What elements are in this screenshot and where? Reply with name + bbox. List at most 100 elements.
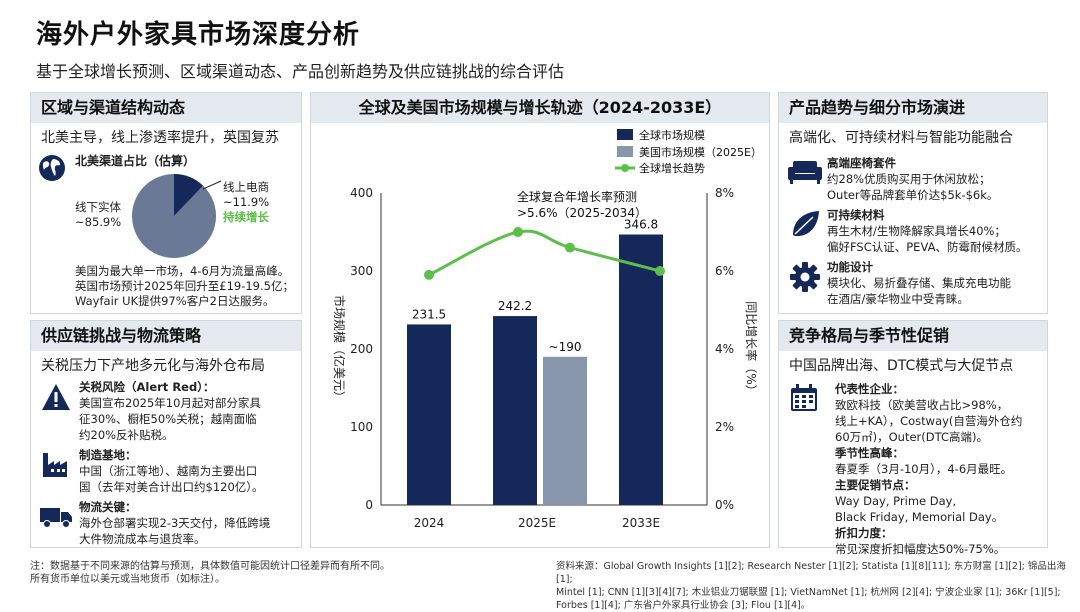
online-value: ~11.9%	[223, 195, 270, 209]
warning-icon	[42, 384, 70, 410]
promo-line: Way Day, Prime Day,	[835, 494, 957, 508]
page-subtitle: 基于全球增长预测、区域渠道动态、产品创新趋势及供应链挑战的综合评估	[36, 62, 565, 81]
competition-tagline: 中国品牌出海、DTC模式与大促节点	[789, 358, 1014, 374]
region-tagline: 北美主导，线上渗透率提升，英国复苏	[41, 130, 279, 146]
cagr-annotation: 全球复合年增长率预测	[517, 189, 637, 204]
page-title: 海外户外家具市场深度分析	[36, 20, 361, 50]
supply-item-manufacturing: 制造基地： 中国（浙江等地）、越南为主要出口 国（去年对美合计出口约$120亿）…	[39, 447, 295, 497]
leaf-icon	[793, 211, 819, 237]
bar-value-label: 242.2	[498, 299, 532, 313]
bar-global-2025E	[493, 316, 537, 505]
supply-item-head: 关税风险（Alert Red）：	[79, 380, 215, 394]
y2-tick-label: 2%	[715, 420, 734, 434]
online-label: 线上电商	[223, 180, 269, 194]
supply-panel: 供应链挑战与物流策略 关税压力下产地多元化与海外仓布局 关税风险（Alert R…	[30, 320, 302, 548]
season-head: 季节性高峰：	[835, 446, 904, 460]
footer-note: 注：数据基于不同来源的估算与预测，具体数值可能因统计口径差异而有所不同。	[30, 561, 390, 572]
online-growth-note: 持续增长	[223, 210, 269, 224]
supply-item-line: 美国宣布2025年10月起对部分家具	[79, 396, 261, 410]
legend-label: 美国市场规模（2025E）	[639, 145, 762, 159]
market-chart: 0 100 200 300 400 0% 2% 4% 6% 8% 市场规模（亿美元） 同比增长率（%）…	[332, 128, 762, 530]
chart-panel: 全球及美国市场规模与增长轨迹（2024-2033E） 0 100 200 300 400…	[310, 92, 770, 548]
offline-label: 线下实体	[75, 200, 121, 214]
footer-source: Forbes [1][4]; 广东省户外家具行业协会 [3]; Flou [1]…	[556, 600, 811, 611]
product-item-line: 模块化、易折叠存储、集成充电功能	[827, 276, 1011, 290]
legend-swatch-us	[617, 146, 633, 157]
x-tick-label: 2033E	[622, 516, 660, 530]
cagr-annotation: >5.6%（2025-2034）	[517, 206, 647, 220]
supply-item-line: 中国（浙江等地）、越南为主要出口	[79, 464, 258, 478]
y-axis-title: 市场规模（亿美元）	[332, 295, 347, 403]
pie-slice-online	[174, 174, 204, 216]
offline-value: ~85.9%	[75, 215, 122, 229]
region-panel: 区域与渠道结构动态 北美主导，线上渗透率提升，英国复苏 北美渠道占比（估算） 线…	[30, 92, 302, 314]
product-item-line: 再生木材/生物降解家具增长40%；	[827, 224, 1006, 238]
y-tick-label: 200	[350, 342, 373, 356]
product-panel-title: 产品趋势与细分市场演进	[779, 93, 1047, 123]
supply-item-line: 征30%、橱柜50%关税；越南面临	[79, 412, 257, 426]
y2-tick-label: 4%	[715, 342, 734, 356]
product-item-head: 可持续材料	[827, 208, 885, 222]
gear-icon	[790, 262, 820, 292]
promo-head: 主要促销节点：	[835, 478, 916, 492]
supply-panel-title: 供应链挑战与物流策略	[31, 321, 301, 351]
bar-global-2033E	[619, 234, 663, 505]
region-text-1: 美国为最大单一市场，4-6月为流量高峰。	[75, 264, 290, 278]
bar-global-2024	[407, 324, 451, 505]
y-tick-label: 100	[350, 420, 373, 434]
bar-us-2025E	[543, 356, 587, 505]
promo-line: Black Friday, Memorial Day。	[835, 510, 1004, 524]
region-text-2: 英国市场预计2025年回升至£19-19.5亿；	[75, 279, 294, 293]
rep-companies-line: 线上+KA），Costway(自营海外仓约	[835, 414, 1023, 428]
y-tick-label: 0	[365, 498, 373, 512]
discount-text: 常见深度折扣幅度达50%-75%。	[835, 542, 1006, 556]
factory-icon	[43, 453, 67, 477]
rep-companies-head: 代表性企业：	[835, 382, 904, 396]
supply-item-tariff: 关税风险（Alert Red）： 美国宣布2025年10月起对部分家具 征30%…	[39, 379, 295, 445]
supply-item-line: 国（去年对美合计出口约$120亿）。	[79, 480, 264, 494]
growth-trend-point	[424, 269, 434, 280]
product-item-line: 在酒店/豪华物业中受青睐。	[827, 292, 969, 306]
region-text-3: Wayfair UK提供97%客户2日达服务。	[75, 294, 275, 308]
rep-companies-line: 致欧科技（欧美营收占比>98%，	[835, 398, 1009, 412]
rep-companies-line: 60万㎡)，Outer(DTC高端)。	[835, 430, 988, 444]
competition-panel-title: 竞争格局与季节性促销	[779, 321, 1047, 351]
y-tick-label: 400	[350, 186, 373, 200]
calendar-icon	[791, 384, 817, 411]
sofa-icon	[788, 161, 822, 184]
product-tagline: 高端化、可持续材料与智能功能融合	[789, 130, 1013, 146]
chart-panel-title: 全球及美国市场规模与增长轨迹（2024-2033E）	[311, 93, 769, 123]
bar-value-label: 346.8	[624, 217, 658, 231]
x-tick-label: 2024	[414, 516, 445, 530]
legend-marker-growth	[621, 164, 629, 172]
footer-note: 所有货币单位以美元或当地货币（如标注）。	[30, 574, 225, 585]
discount-head: 折扣力度：	[835, 526, 893, 540]
pie-leader-line	[203, 180, 222, 190]
product-item-function: 功能设计 模块化、易折叠存储、集成充电功能 在酒店/豪华物业中受青睐。	[787, 259, 1041, 307]
y2-tick-label: 8%	[715, 186, 734, 200]
region-panel-title: 区域与渠道结构动态	[31, 93, 301, 123]
y-tick-label: 300	[350, 264, 373, 278]
legend-label: 全球增长趋势	[639, 161, 705, 175]
pie-title: 北美渠道占比（估算）	[75, 154, 196, 168]
product-item-head: 高端座椅套件	[827, 156, 896, 170]
y2-tick-label: 6%	[715, 264, 734, 278]
legend-swatch-global	[617, 129, 633, 140]
product-panel: 产品趋势与细分市场演进 高端化、可持续材料与智能功能融合 高端座椅套件 约28%…	[778, 92, 1048, 314]
legend-label: 全球市场规模	[639, 128, 705, 142]
growth-trend-point	[565, 242, 575, 253]
growth-trend-point	[655, 266, 665, 276]
product-item-line: 约28%优质购买用于休闲放松；	[827, 172, 991, 186]
footer-source: Mintel [1]; CNN [1][3][4][7]; 木业铝业刀锯联盟 […	[556, 587, 1061, 598]
growth-trend-point	[513, 227, 523, 237]
y2-tick-label: 0%	[715, 498, 734, 512]
bar-value-label: 231.5	[412, 307, 446, 321]
product-item-seating: 高端座椅套件 约28%优质购买用于休闲放松； Outer等品牌套单价达$5k-$…	[787, 155, 1041, 203]
supply-item-line: 大件物流成本与退货率。	[79, 532, 206, 546]
globe-icon	[39, 155, 65, 181]
product-item-line: Outer等品牌套单价达$5k-$6k。	[827, 188, 999, 202]
product-item-materials: 可持续材料 再生木材/生物降解家具增长40%； 偏好FSC认证、PEVA、防霉耐…	[787, 207, 1041, 255]
supply-item-line: 海外仓部署实现2-3天交付，降低跨境	[79, 516, 271, 530]
x-tick-label: 2025E	[518, 516, 556, 530]
product-item-line: 偏好FSC认证、PEVA、防霉耐候材质。	[827, 240, 1028, 254]
